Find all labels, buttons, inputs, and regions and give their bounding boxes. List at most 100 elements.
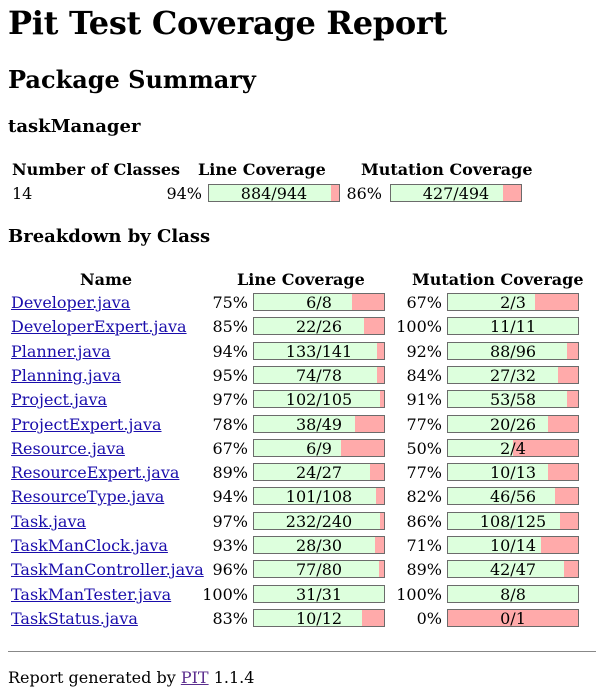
- mutation-coverage-bar: 42/47: [447, 560, 579, 579]
- line-coverage-percent: 100%: [202, 584, 248, 604]
- mutation-coverage-percent: 91%: [406, 390, 442, 410]
- summary-class-count: 14: [12, 184, 33, 203]
- line-coverage-bar-fill: [254, 609, 363, 626]
- mutation-coverage-bar-fill: [448, 415, 548, 432]
- mutation-coverage-bar: 2/3: [447, 293, 579, 311]
- line-coverage-percent: 85%: [212, 317, 248, 337]
- mutation-coverage-ratio: 11/11: [489, 317, 537, 336]
- table-row: Planner.java 94% 133/141 92% 88/96: [0, 340, 596, 364]
- table-row: Developer.java 75% 6/8 67% 2/3: [0, 291, 596, 315]
- mutation-coverage-bar-fill: [448, 439, 513, 456]
- table-header-line: Line Coverage: [237, 270, 365, 289]
- class-link[interactable]: TaskManClock.java: [11, 536, 168, 555]
- footer-version: 1.1.4: [213, 668, 255, 687]
- class-link[interactable]: TaskManController.java: [11, 560, 204, 580]
- line-coverage-bar: 133/141: [253, 341, 385, 360]
- breakdown-heading: Breakdown by Class: [8, 226, 211, 247]
- line-coverage-ratio: 28/30: [295, 536, 343, 554]
- line-coverage-bar: 74/78: [253, 365, 385, 384]
- table-row: ResourceExpert.java 89% 24/27 77% 10/13: [0, 461, 596, 485]
- class-link[interactable]: ResourceExpert.java: [11, 463, 180, 483]
- class-link[interactable]: Planner.java: [11, 341, 111, 361]
- footer: Report generated by PIT 1.1.4: [8, 668, 254, 688]
- mutation-coverage-percent: 86%: [406, 511, 442, 531]
- mutation-coverage-percent: 67%: [406, 293, 442, 312]
- class-link[interactable]: TaskManTester.java: [11, 584, 172, 604]
- page-title: Pit Test Coverage Report: [8, 4, 447, 42]
- line-coverage-ratio: 10/12: [295, 608, 343, 627]
- line-coverage-ratio: 6/8: [306, 293, 332, 311]
- line-coverage-percent: 94%: [212, 487, 248, 507]
- line-coverage-percent: 97%: [212, 511, 248, 531]
- mutation-coverage-bar-fill: [448, 585, 578, 602]
- line-coverage-bar: 31/31: [253, 584, 385, 603]
- mutation-coverage-percent: 0%: [416, 608, 442, 628]
- table-row: Project.java 97% 102/105 91% 53/58: [0, 388, 596, 412]
- summary-line-ratio: 884/944: [240, 184, 308, 202]
- mutation-coverage-bar: 10/14: [447, 536, 579, 554]
- line-coverage-ratio: 24/27: [295, 463, 343, 482]
- pit-link[interactable]: PIT: [180, 668, 209, 687]
- mutation-coverage-ratio: 108/125: [479, 511, 547, 530]
- mutation-coverage-bar: 88/96: [447, 341, 579, 360]
- table-row: ProjectExpert.java 78% 38/49 77% 20/26: [0, 413, 596, 437]
- mutation-coverage-ratio: 53/58: [489, 390, 537, 409]
- line-coverage-percent: 95%: [212, 365, 248, 385]
- line-coverage-bar-fill: [254, 585, 384, 602]
- mutation-coverage-bar: 2/4: [447, 438, 579, 457]
- mutation-coverage-percent: 100%: [396, 584, 442, 604]
- mutation-coverage-ratio: 0/1: [500, 608, 526, 627]
- mutation-coverage-percent: 71%: [406, 536, 442, 555]
- line-coverage-percent: 89%: [212, 463, 248, 483]
- line-coverage-ratio: 74/78: [295, 365, 343, 384]
- line-coverage-ratio: 31/31: [295, 584, 343, 603]
- class-link[interactable]: ResourceType.java: [11, 487, 165, 507]
- class-link[interactable]: ProjectExpert.java: [11, 414, 162, 434]
- mutation-coverage-bar-fill: [448, 464, 548, 481]
- mutation-coverage-bar-fill: [448, 366, 558, 383]
- table-row: Task.java 97% 232/240 86% 108/125: [0, 510, 596, 534]
- mutation-coverage-bar: 46/56: [447, 487, 579, 506]
- class-link[interactable]: Resource.java: [11, 438, 125, 458]
- line-coverage-bar: 22/26: [253, 317, 385, 336]
- mutation-coverage-bar: 0/1: [447, 608, 579, 627]
- class-link[interactable]: TaskStatus.java: [11, 608, 138, 628]
- class-link[interactable]: Planning.java: [11, 365, 121, 385]
- footer-divider: [8, 651, 596, 652]
- mutation-coverage-bar: 10/13: [447, 463, 579, 482]
- line-coverage-ratio: 232/240: [285, 511, 353, 530]
- table-row: TaskManClock.java 93% 28/30 71% 10/14: [0, 534, 596, 558]
- line-coverage-bar-fill: [254, 318, 364, 335]
- line-coverage-percent: 94%: [212, 341, 248, 361]
- mutation-coverage-percent: 82%: [406, 487, 442, 507]
- table-header-mutation: Mutation Coverage: [412, 270, 584, 289]
- line-coverage-bar: 6/8: [253, 293, 385, 311]
- line-coverage-bar-fill: [254, 391, 381, 408]
- mutation-coverage-percent: 77%: [406, 463, 442, 483]
- table-row: Planning.java 95% 74/78 84% 27/32: [0, 364, 596, 388]
- mutation-coverage-bar: 20/26: [447, 414, 579, 433]
- summary-line-percent: 94%: [166, 184, 202, 203]
- class-link[interactable]: DeveloperExpert.java: [11, 317, 187, 337]
- table-row: TaskManController.java 96% 77/80 89% 42/47: [0, 558, 596, 582]
- mutation-coverage-ratio: 46/56: [489, 487, 537, 506]
- summary-header-classes: Number of Classes: [12, 160, 181, 179]
- mutation-coverage-bar: 53/58: [447, 390, 579, 409]
- mutation-coverage-bar-fill: [448, 561, 565, 578]
- line-coverage-bar-fill: [254, 439, 341, 456]
- line-coverage-bar-fill: [254, 342, 377, 359]
- mutation-coverage-bar-fill: [448, 342, 568, 359]
- line-coverage-ratio: 77/80: [295, 560, 343, 579]
- mutation-coverage-percent: 100%: [396, 317, 442, 337]
- line-coverage-bar-fill: [254, 366, 378, 383]
- line-coverage-percent: 93%: [212, 536, 248, 555]
- package-summary-heading: Package Summary: [8, 65, 256, 94]
- line-coverage-ratio: 38/49: [295, 414, 343, 433]
- class-link[interactable]: Project.java: [11, 390, 108, 410]
- class-link[interactable]: Task.java: [11, 511, 87, 531]
- line-coverage-bar-fill: [254, 415, 355, 432]
- mutation-coverage-bar-fill: [448, 488, 555, 505]
- class-link[interactable]: Developer.java: [11, 293, 131, 312]
- mutation-coverage-bar: 27/32: [447, 365, 579, 384]
- line-coverage-bar: 101/108: [253, 487, 385, 506]
